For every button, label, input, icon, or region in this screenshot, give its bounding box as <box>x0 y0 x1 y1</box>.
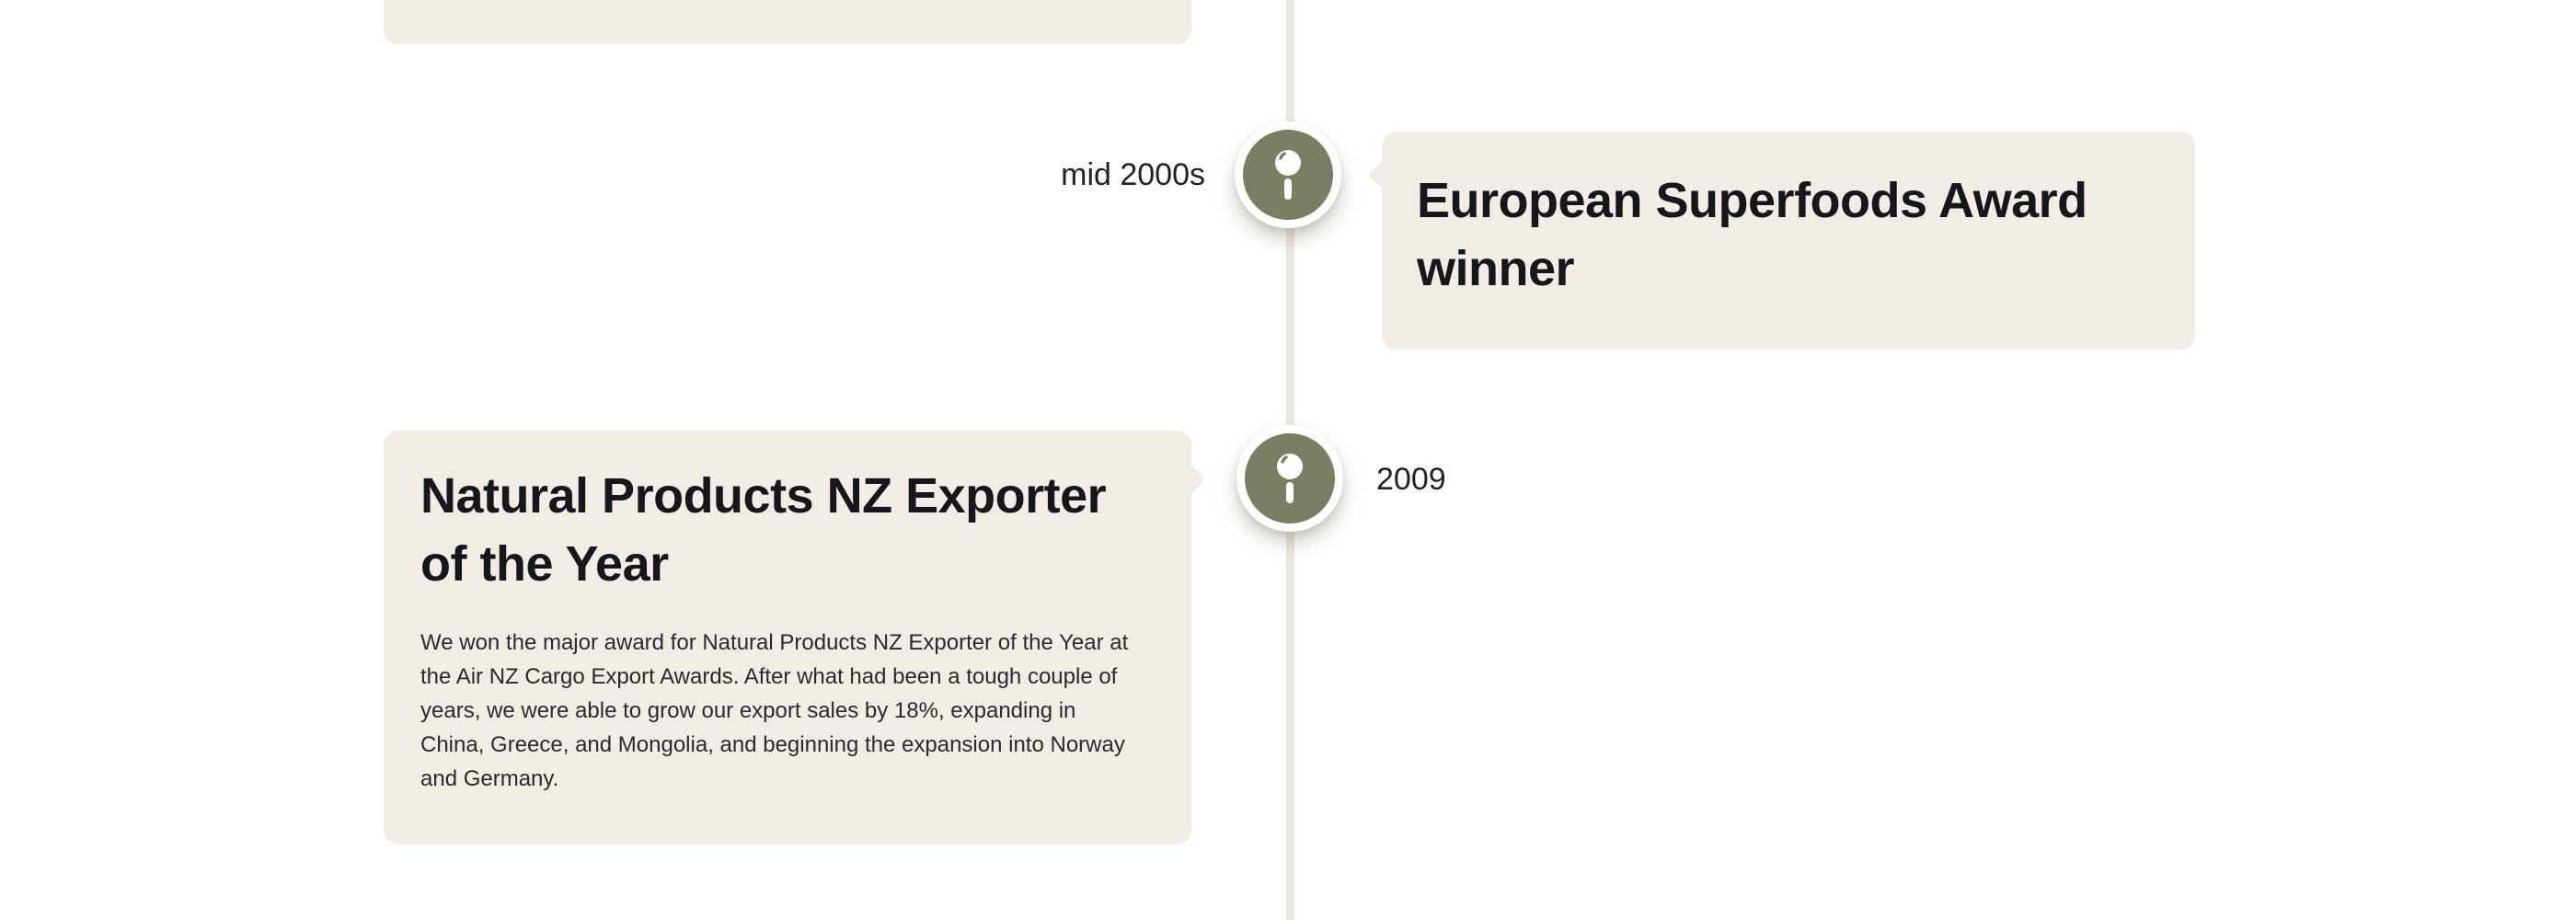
event-title: Natural Products NZ Exporter of the Year <box>420 468 1107 592</box>
event-description: We won the major award for Natural Produ… <box>420 630 1129 791</box>
year-label-2009: 2009 <box>1376 462 1446 497</box>
event-title: European Superfoods Award winner <box>1417 173 2087 296</box>
timeline-node-core <box>1245 433 1335 523</box>
pin-icon <box>1275 150 1301 200</box>
pin-icon <box>1277 454 1303 503</box>
event-card-nz-exporter: Natural Products NZ Exporter of the Year… <box>384 431 1191 845</box>
timeline-node <box>1235 121 1341 228</box>
event-card-european-superfoods: European Superfoods Award winner <box>1382 132 2195 350</box>
partial-card-top <box>384 0 1191 44</box>
timeline-node-core <box>1243 130 1333 220</box>
timeline-node <box>1236 425 1343 532</box>
year-label-mid-2000s: mid 2000s <box>1061 157 1205 192</box>
